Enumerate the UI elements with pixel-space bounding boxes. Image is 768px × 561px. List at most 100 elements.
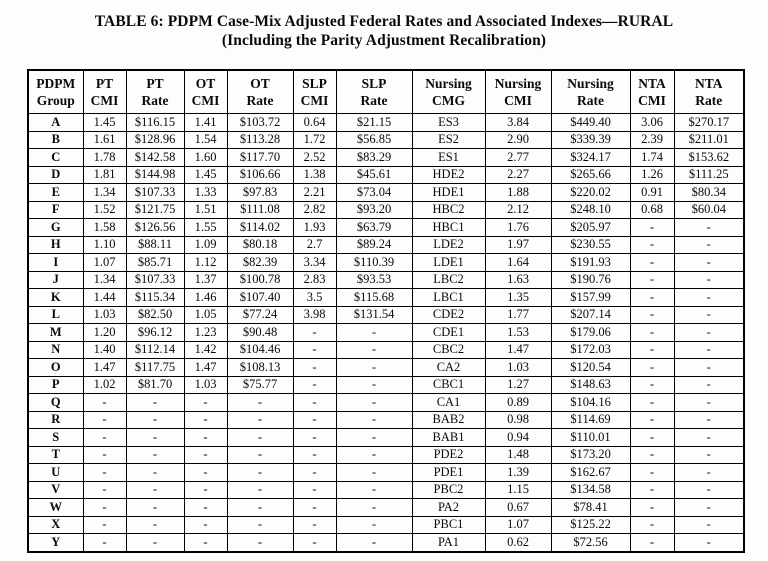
row-label: A — [27, 113, 84, 132]
cell: - — [673, 305, 745, 324]
cell: 2.7 — [292, 235, 337, 254]
cell: $153.62 — [673, 148, 745, 167]
cell: $449.40 — [550, 113, 631, 132]
cell: $107.40 — [226, 288, 294, 307]
cell: - — [629, 340, 675, 359]
cell: ES1 — [411, 148, 486, 167]
cell: $117.70 — [226, 148, 294, 167]
cell: 1.46 — [183, 288, 228, 307]
cell: - — [673, 358, 745, 377]
row-label: M — [27, 323, 84, 342]
cell: $106.66 — [226, 165, 294, 184]
cell: - — [335, 498, 413, 517]
cell: - — [629, 253, 675, 272]
cell: - — [673, 393, 745, 412]
cell: - — [673, 235, 745, 254]
cell: CDE2 — [411, 305, 486, 324]
cell: 3.5 — [292, 288, 337, 307]
row-label: Q — [27, 393, 84, 412]
cell: $56.85 — [335, 130, 413, 149]
cell: PDE2 — [411, 445, 486, 464]
cell: $128.96 — [125, 130, 185, 149]
row-label: N — [27, 340, 84, 359]
cell: $230.55 — [550, 235, 631, 254]
cell: - — [82, 515, 127, 534]
cell: - — [82, 393, 127, 412]
cell: - — [292, 410, 337, 429]
cell: 1.60 — [183, 148, 228, 167]
cell: - — [226, 498, 294, 517]
cell: 2.27 — [484, 165, 552, 184]
cell: PDE1 — [411, 463, 486, 482]
table-row: U - - - - - - PDE1 1.39 $162.67- - — [27, 463, 745, 482]
cell: - — [673, 288, 745, 307]
cell: - — [335, 533, 413, 552]
cell: $324.17 — [550, 148, 631, 167]
cell: 2.39 — [629, 130, 675, 149]
row-label: F — [27, 200, 84, 219]
cell: $108.13 — [226, 358, 294, 377]
cell: $114.02 — [226, 218, 294, 237]
cell: - — [183, 515, 228, 534]
table-row: V - - - - - - PBC2 1.15 $134.58- - — [27, 480, 745, 499]
cell: $114.69 — [550, 410, 631, 429]
row-label: L — [27, 305, 84, 324]
document-page: { "title": { "line1": "TABLE 6: PDPM Cas… — [0, 12, 768, 561]
cell: - — [292, 340, 337, 359]
cell: $104.46 — [226, 340, 294, 359]
cell: LBC2 — [411, 270, 486, 289]
cell: 3.34 — [292, 253, 337, 272]
cell: 1.78 — [82, 148, 127, 167]
cell: 2.12 — [484, 200, 552, 219]
cell: 1.26 — [629, 165, 675, 184]
cell: 1.93 — [292, 218, 337, 237]
table-row: G 1.58 $126.56 1.55 $114.02 1.93 $63.79 HBC1 1.7… — [27, 218, 745, 237]
cell: $78.41 — [550, 498, 631, 517]
cell: $125.22 — [550, 515, 631, 534]
table-row: S - - - - - - BAB1 0.94 $110.01- - — [27, 428, 745, 447]
cell: - — [673, 323, 745, 342]
cell: 1.34 — [82, 183, 127, 202]
cell: $211.01 — [673, 130, 745, 149]
row-label: C — [27, 148, 84, 167]
cell: 1.53 — [484, 323, 552, 342]
cell: - — [125, 463, 185, 482]
cell: $63.79 — [335, 218, 413, 237]
table-header-row: PDPM Group PT CMI PT Rate OT CMI OT Rate SLP CMI SLP… — [27, 69, 745, 114]
cell: $83.29 — [335, 148, 413, 167]
cell: - — [82, 445, 127, 464]
cell: BAB2 — [411, 410, 486, 429]
cell: - — [673, 253, 745, 272]
cell: PBC1 — [411, 515, 486, 534]
cell: $162.67 — [550, 463, 631, 482]
cell: $172.03 — [550, 340, 631, 359]
cell: $270.17 — [673, 113, 745, 132]
cell: $220.02 — [550, 183, 631, 202]
cell: - — [292, 358, 337, 377]
cell: - — [226, 533, 294, 552]
cell: $191.93 — [550, 253, 631, 272]
row-label: O — [27, 358, 84, 377]
cell: $107.33 — [125, 183, 185, 202]
cell: LBC1 — [411, 288, 486, 307]
cell: 1.37 — [183, 270, 228, 289]
cell: 1.23 — [183, 323, 228, 342]
cell: - — [125, 410, 185, 429]
table-row: N 1.40 $112.14 1.42 $104.46- - CBC2 1.47 $172.03… — [27, 340, 745, 359]
table-row: Y - - - - - - PA1 0.62 $72.56- - — [27, 533, 745, 552]
cell: - — [335, 340, 413, 359]
cell: $157.99 — [550, 288, 631, 307]
cell: 1.52 — [82, 200, 127, 219]
cell: - — [673, 515, 745, 534]
cell: - — [125, 533, 185, 552]
cell: $107.33 — [125, 270, 185, 289]
column-header: Nursing Rate — [550, 69, 631, 114]
cell: $116.15 — [125, 113, 185, 132]
row-label: D — [27, 165, 84, 184]
cell: 1.45 — [82, 113, 127, 132]
cell: 1.09 — [183, 235, 228, 254]
table-row: J 1.34 $107.33 1.37 $100.78 2.83 $93.53 LBC2 1.6… — [27, 270, 745, 289]
table-header: PDPM Group PT CMI PT Rate OT CMI OT Rate SLP CMI SLP… — [27, 69, 745, 114]
cell: 1.12 — [183, 253, 228, 272]
cell: - — [629, 445, 675, 464]
